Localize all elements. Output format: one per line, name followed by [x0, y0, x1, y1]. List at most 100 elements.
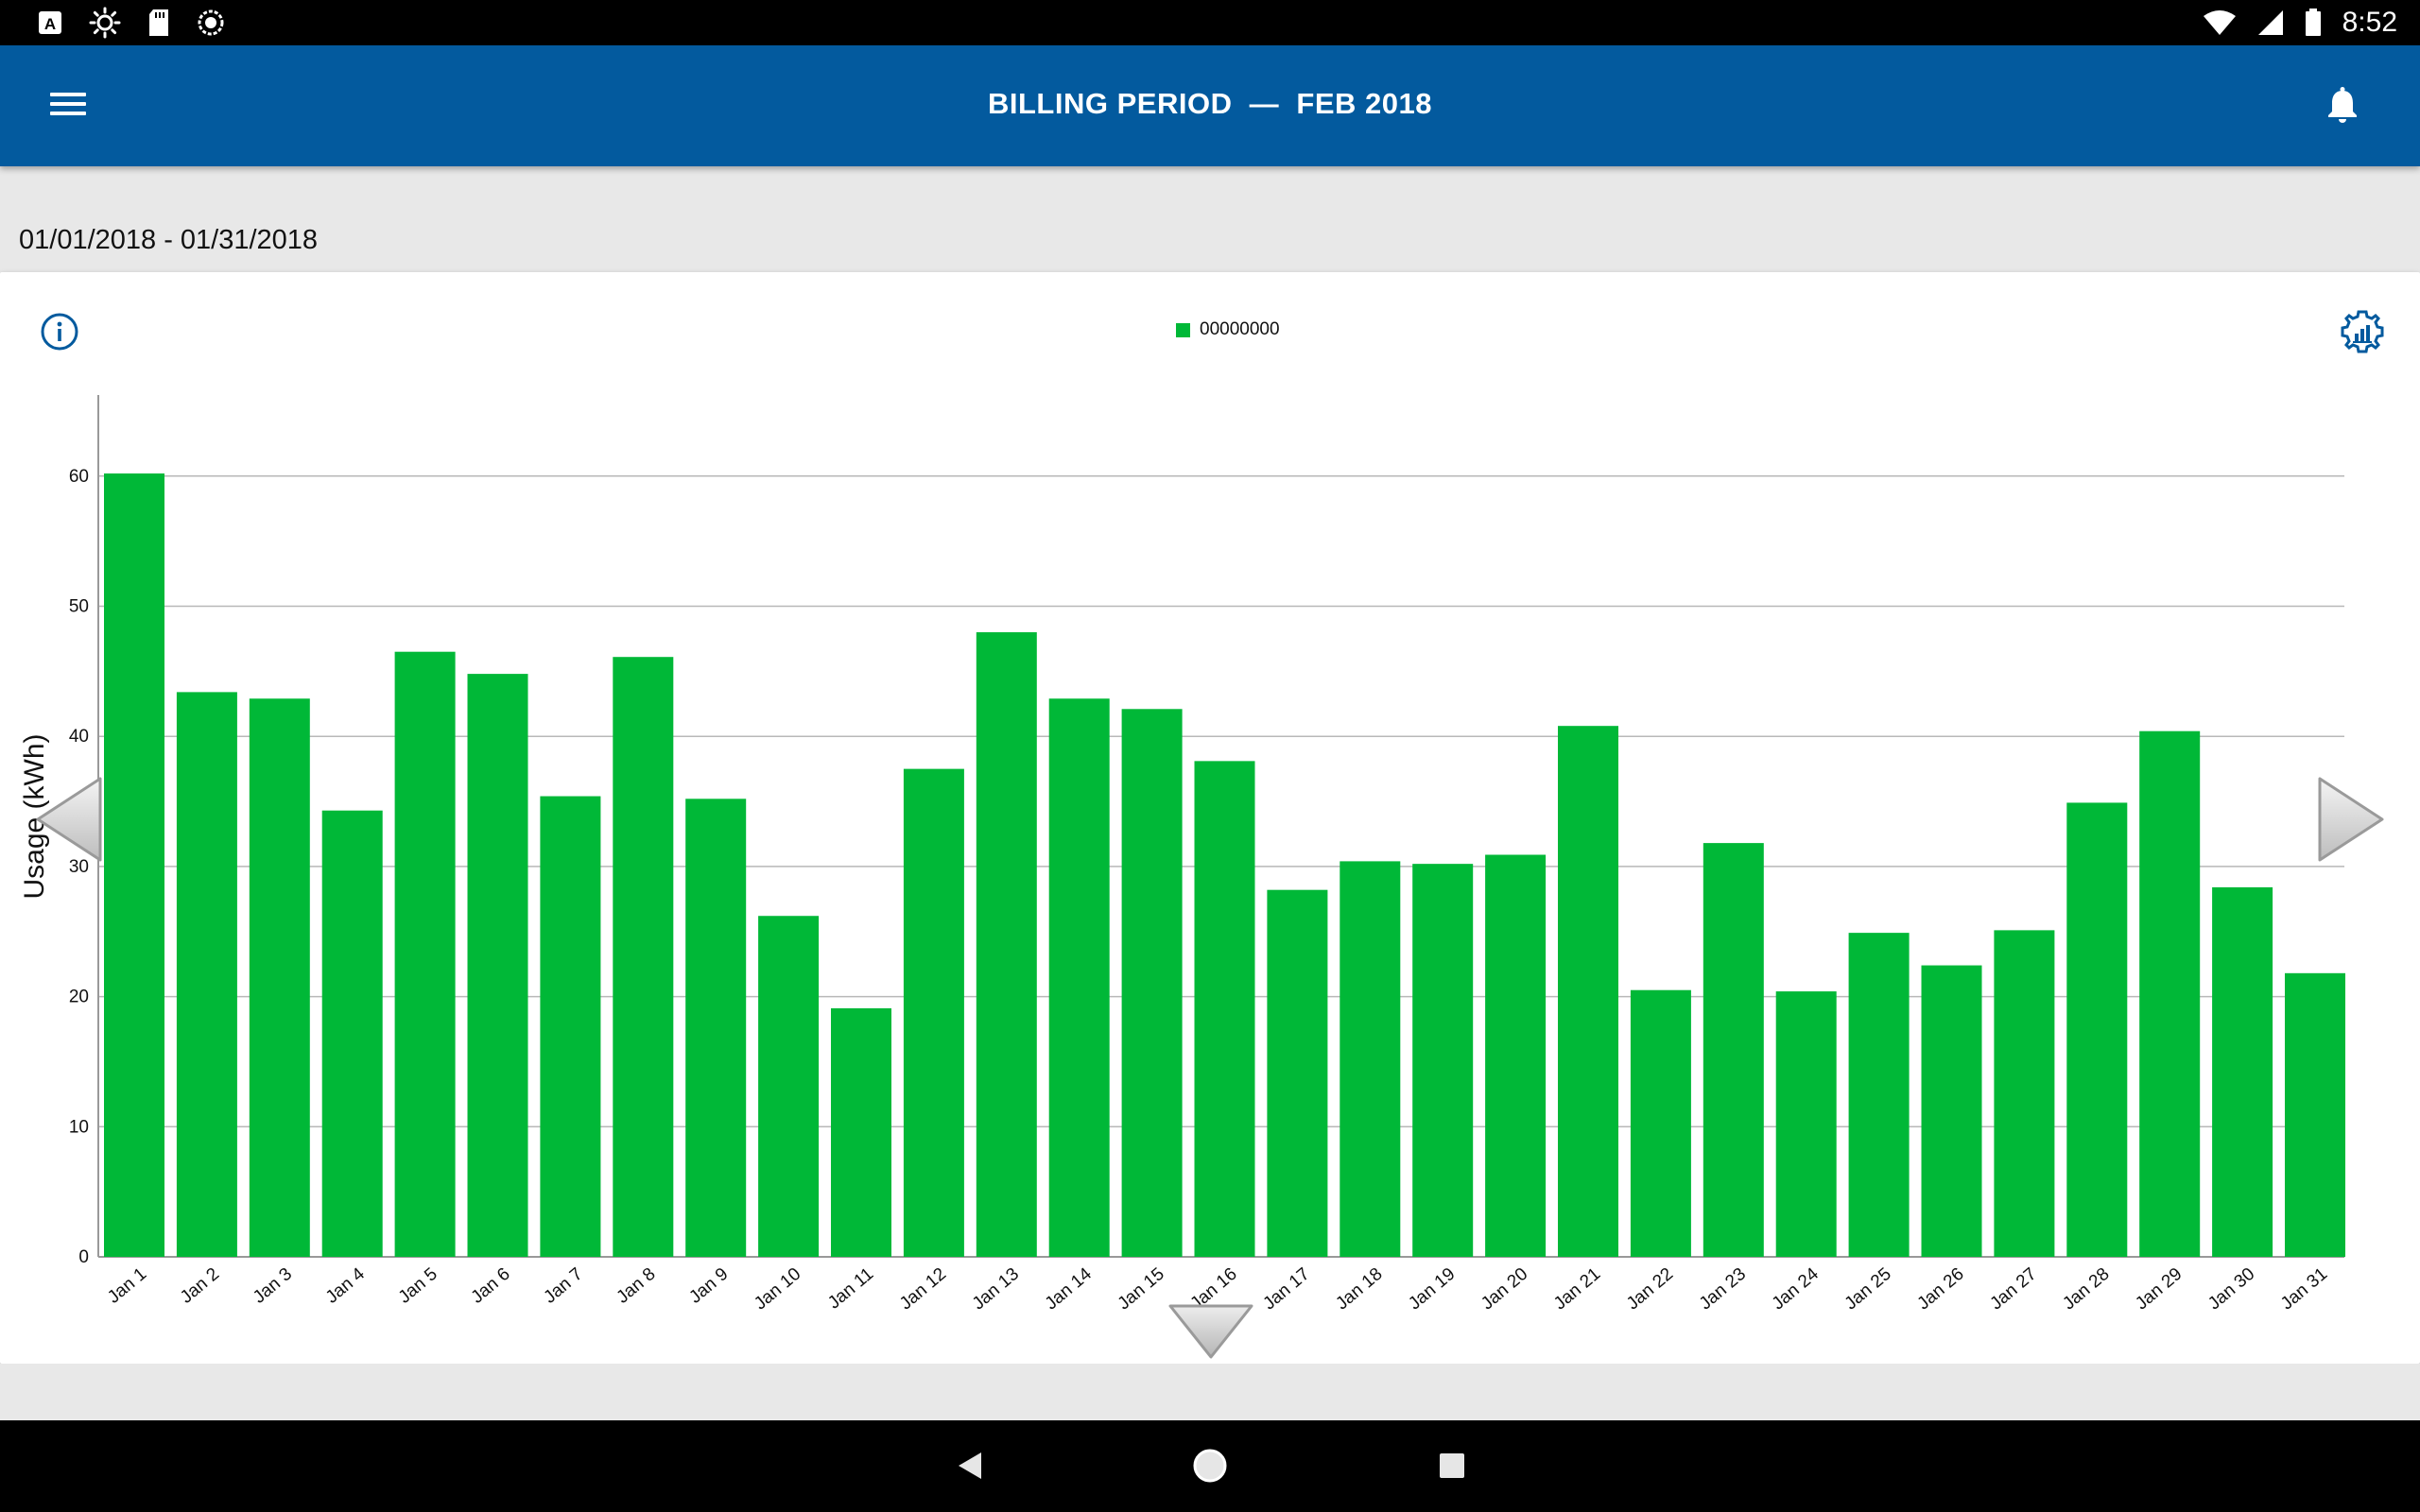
bar[interactable]: [1267, 889, 1328, 1257]
x-tick-label: Jan 3: [250, 1264, 296, 1308]
x-tick-label: Jan 4: [322, 1263, 369, 1307]
bar[interactable]: [1703, 843, 1764, 1257]
clock: 8:52: [2342, 7, 2397, 38]
bar[interactable]: [976, 632, 1037, 1257]
battery-icon: [2305, 9, 2321, 36]
bar[interactable]: [1558, 726, 1618, 1257]
y-tick-label: 0: [78, 1247, 89, 1267]
x-tick-label: Jan 27: [1986, 1264, 2040, 1314]
svg-text:A: A: [44, 15, 56, 33]
x-tick-label: Jan 14: [1042, 1263, 1097, 1314]
bottom-strip: [0, 1364, 2420, 1420]
legend-label: 00000000: [1200, 319, 1280, 339]
next-period-arrow[interactable]: [2312, 775, 2388, 864]
chart-card: 00000000 0 10 20 30 40 50 60 Jan 1 Jan 2 Jan 3 Ja…: [0, 272, 2420, 1364]
bar[interactable]: [1194, 761, 1255, 1257]
bar[interactable]: [831, 1007, 891, 1257]
info-icon[interactable]: [40, 312, 79, 352]
x-tick-label: Jan 22: [1623, 1264, 1677, 1314]
bar[interactable]: [104, 473, 164, 1257]
y-tick-label: 50: [69, 597, 89, 617]
x-tick-label: Jan 28: [2059, 1264, 2113, 1314]
menu-line: [50, 93, 86, 96]
x-tick-label: Jan 31: [2277, 1264, 2331, 1314]
date-range: 01/01/2018 - 01/31/2018: [19, 225, 319, 255]
x-tick-label: Jan 1: [104, 1264, 150, 1308]
x-tick-label: Jan 6: [468, 1264, 514, 1308]
y-tick-label: 20: [69, 988, 89, 1007]
bar[interactable]: [2139, 730, 2201, 1257]
x-tick-label: Jan 29: [2132, 1264, 2186, 1314]
x-tick-label: Jan 19: [1405, 1264, 1459, 1314]
x-tick-label: Jan 18: [1332, 1264, 1386, 1314]
sync-icon: [198, 9, 224, 36]
bar[interactable]: [1121, 709, 1183, 1257]
x-tick-label: Jan 5: [395, 1264, 441, 1308]
bar[interactable]: [1994, 930, 2055, 1257]
bar[interactable]: [685, 799, 747, 1257]
system-navigation-bar: [0, 1420, 2420, 1512]
bar[interactable]: [2285, 972, 2345, 1257]
font-a-icon: A: [39, 11, 61, 34]
status-bar: A 8:52: [0, 0, 2420, 45]
usage-bar-chart: 0 10 20 30 40 50 60 Jan 1 Jan 2 Jan 3 Jan 4 Jan 5 J…: [19, 395, 2345, 1314]
x-tick-label: Jan 11: [824, 1264, 877, 1314]
home-icon[interactable]: [1191, 1447, 1229, 1485]
menu-line: [50, 102, 86, 106]
bar[interactable]: [613, 657, 674, 1257]
brightness-icon: [89, 7, 121, 39]
bar[interactable]: [1340, 861, 1401, 1257]
expand-down-arrow[interactable]: [1167, 1302, 1255, 1361]
x-tick-label: Jan 8: [613, 1264, 659, 1308]
x-tick-label: Jan 25: [1841, 1264, 1895, 1314]
legend-swatch: [1176, 322, 1190, 337]
y-tick-label: 40: [69, 727, 89, 747]
x-tick-label: Jan 7: [541, 1264, 587, 1308]
bar[interactable]: [540, 796, 601, 1257]
bar[interactable]: [758, 916, 820, 1257]
signal-icon: [2257, 10, 2283, 35]
bar[interactable]: [1485, 854, 1547, 1257]
y-tick-label: 10: [69, 1117, 89, 1137]
bar[interactable]: [1630, 989, 1691, 1257]
bar[interactable]: [176, 692, 237, 1257]
y-tick-label: 60: [69, 467, 89, 487]
x-tick-label: Jan 26: [1914, 1264, 1968, 1314]
wifi-icon: [2203, 10, 2236, 35]
x-tick-label: Jan 23: [1696, 1264, 1750, 1314]
chart-legend: 00000000: [1176, 319, 1280, 340]
x-tick-label: Jan 24: [1769, 1263, 1824, 1314]
bar[interactable]: [1775, 991, 1837, 1257]
bar[interactable]: [321, 810, 383, 1257]
x-tick-label: Jan 30: [2204, 1264, 2258, 1314]
x-tick-label: Jan 17: [1259, 1264, 1313, 1314]
previous-period-arrow[interactable]: [32, 775, 108, 864]
bar[interactable]: [1921, 965, 1982, 1257]
x-tick-label: Jan 13: [969, 1264, 1023, 1314]
recent-apps-icon[interactable]: [1437, 1451, 1467, 1481]
bar[interactable]: [2212, 886, 2273, 1257]
bar[interactable]: [903, 768, 964, 1257]
x-tick-label: Jan 9: [685, 1264, 732, 1308]
sd-card-icon: [149, 9, 168, 36]
bar[interactable]: [467, 674, 528, 1257]
y-tick-label: 30: [69, 857, 89, 877]
back-icon[interactable]: [953, 1449, 987, 1483]
chart-settings-icon[interactable]: [2339, 308, 2386, 355]
bar[interactable]: [1848, 933, 1910, 1257]
bar[interactable]: [394, 651, 456, 1257]
x-tick-label: Jan 12: [896, 1264, 950, 1314]
x-tick-label: Jan 20: [1478, 1264, 1531, 1314]
x-tick-label: Jan 21: [1550, 1264, 1604, 1314]
bar[interactable]: [1412, 864, 1474, 1257]
x-tick-label: Jan 2: [177, 1264, 223, 1308]
page-title: BILLING PERIOD — FEB 2018: [988, 87, 1432, 120]
app-bar: BILLING PERIOD — FEB 2018: [0, 45, 2420, 166]
menu-line: [50, 112, 86, 115]
x-tick-label: Jan 15: [1115, 1264, 1168, 1314]
bar[interactable]: [249, 698, 310, 1257]
bar[interactable]: [2066, 802, 2128, 1257]
menu-button[interactable]: [42, 87, 95, 129]
notification-bell-icon[interactable]: [2322, 85, 2363, 127]
bar[interactable]: [1048, 698, 1110, 1257]
